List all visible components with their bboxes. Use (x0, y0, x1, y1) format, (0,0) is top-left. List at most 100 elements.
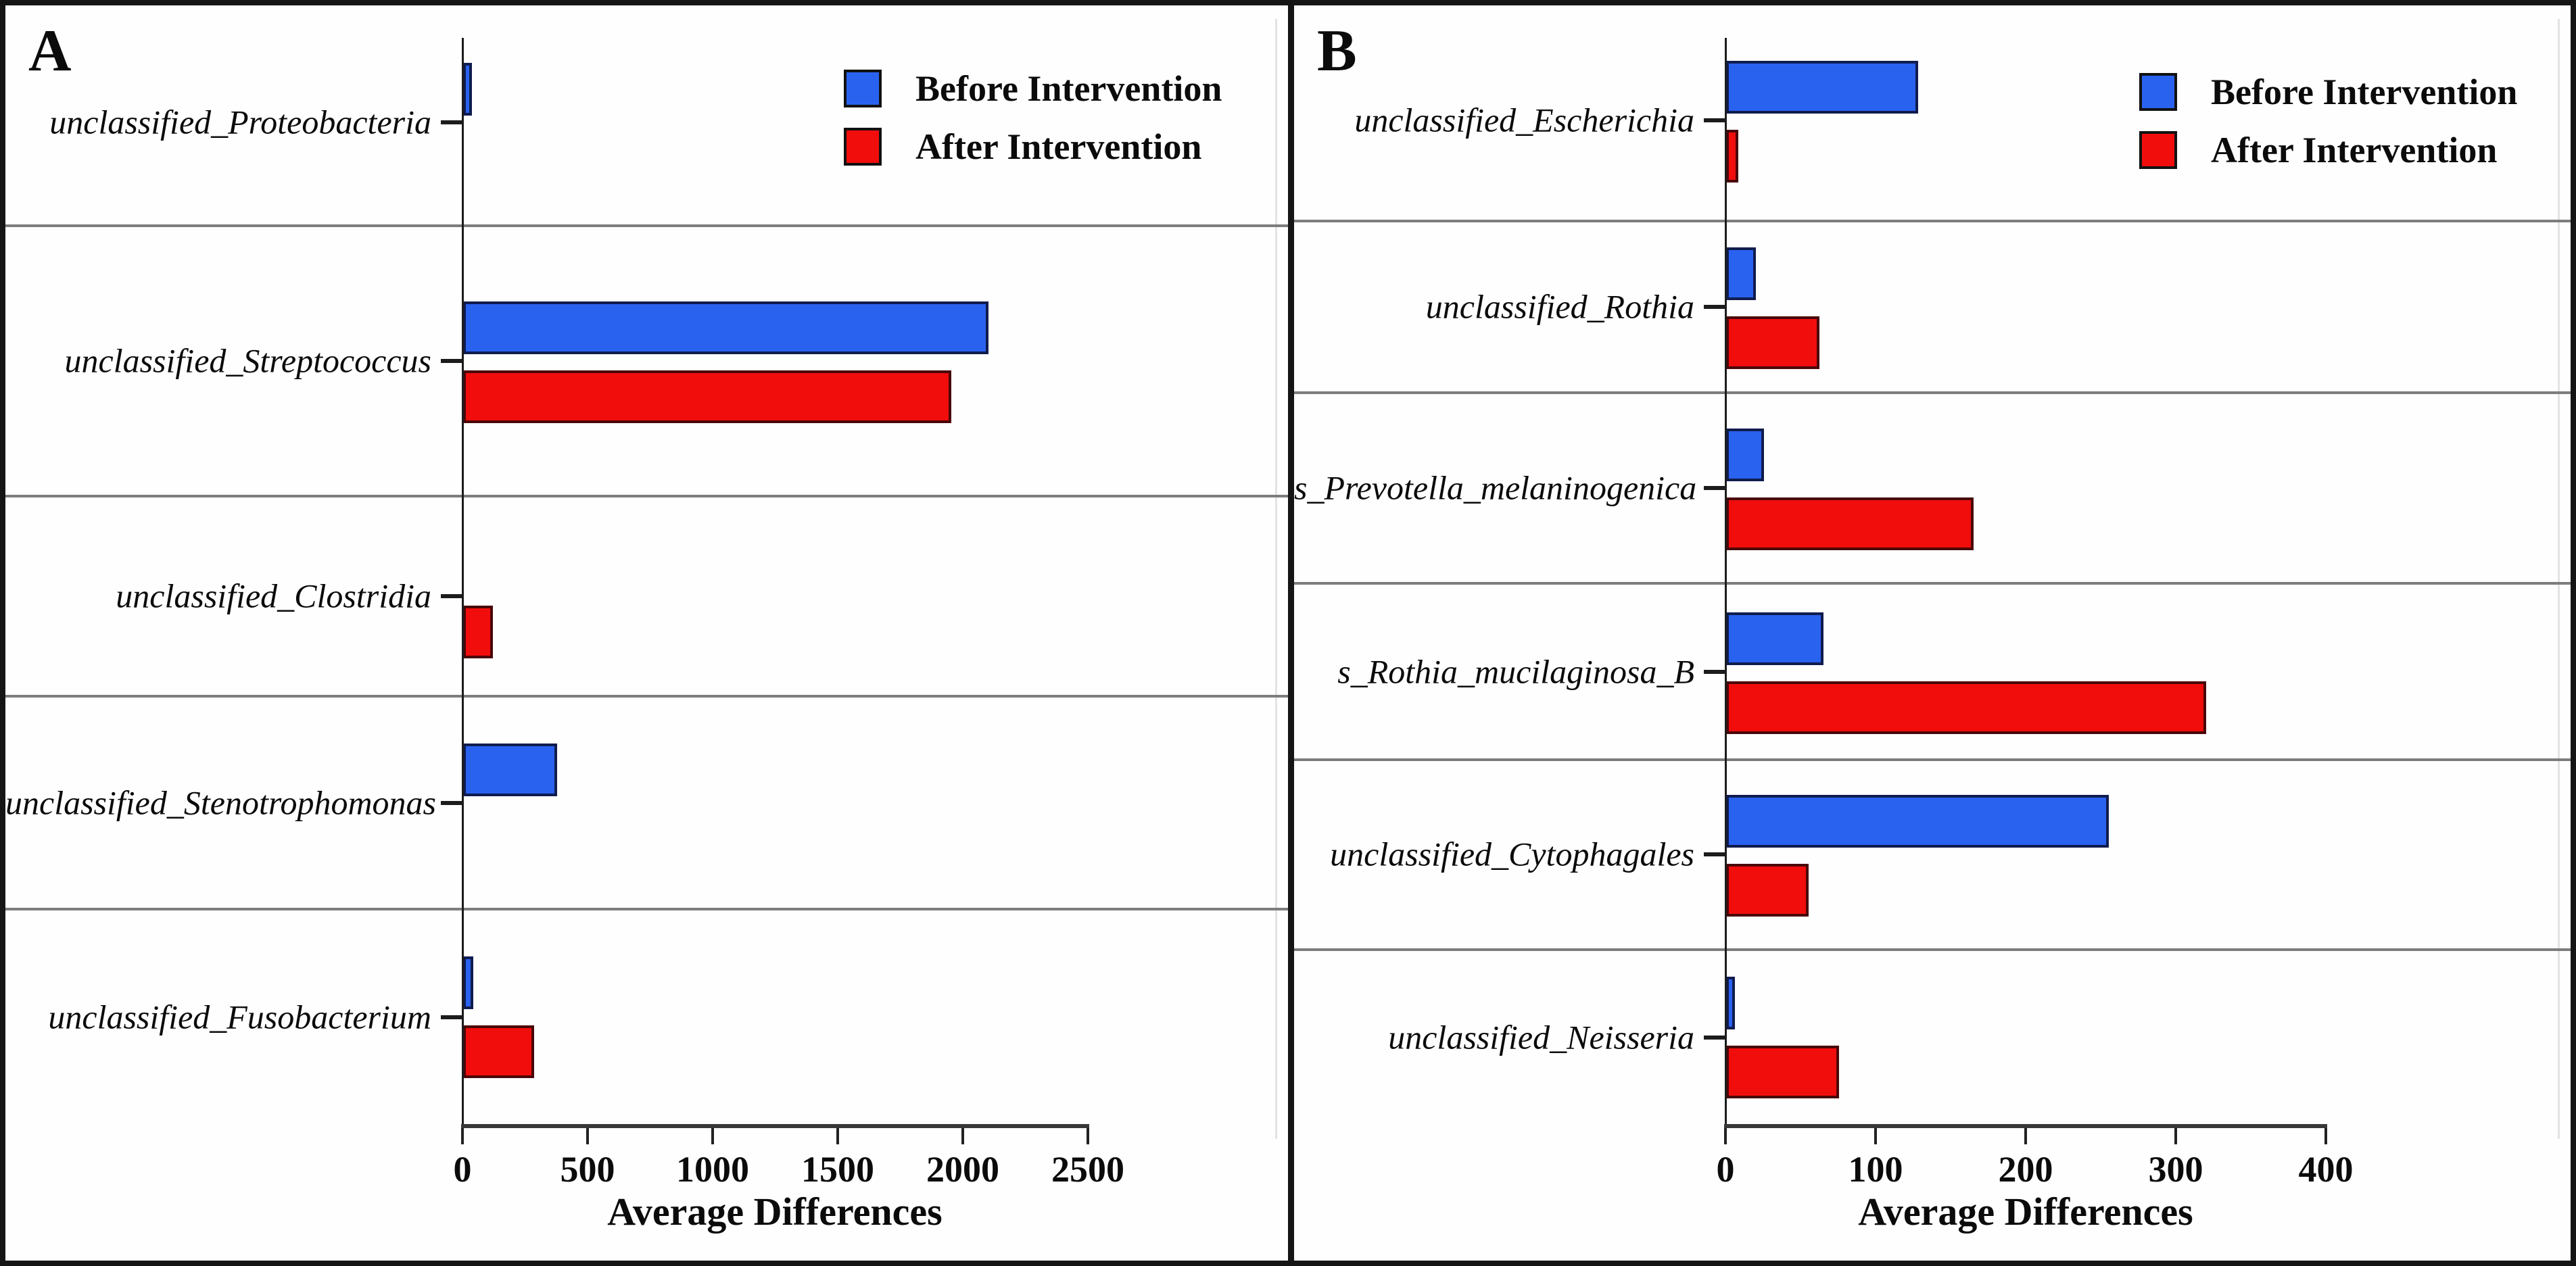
category-axis-tick (441, 594, 462, 599)
panel-divider (1288, 5, 1294, 1261)
bar-after-intervention (1726, 681, 2207, 734)
bar-after-intervention (463, 1025, 535, 1079)
x-axis-tick (586, 1128, 589, 1144)
panel-b: B unclassified_Escherichia unclassified_R… (1294, 5, 2571, 1261)
legend-swatch-before-icon (844, 70, 882, 107)
bar-before-intervention (1726, 976, 1736, 1029)
x-axis-tick (2324, 1128, 2327, 1144)
legend-swatch-after-icon (2139, 131, 2177, 169)
y-axis-line (1725, 38, 1727, 1124)
x-axis-tick-label: 100 (1848, 1149, 1903, 1190)
bar-after-intervention (463, 370, 951, 423)
x-axis-tick-label: 1000 (676, 1149, 749, 1190)
x-axis-line (461, 1124, 1089, 1128)
panel-b-legend: Before Intervention After Intervention (2139, 73, 2517, 169)
category-row: unclassified_Streptococcus (5, 227, 1288, 498)
bar-before-intervention (463, 743, 557, 796)
category-label: s_Rothia_mucilaginosa_B (1337, 652, 1694, 690)
panel-a-legend: Before Intervention After Intervention (844, 70, 1222, 166)
category-row: unclassified_Fusobacterium (5, 910, 1288, 1124)
bar-before-intervention (463, 956, 473, 1010)
panel-a-label: A (28, 18, 72, 84)
x-axis-tick (961, 1128, 964, 1144)
bar-after-intervention (1726, 316, 1819, 370)
x-axis-tick (1087, 1128, 1089, 1144)
category-axis-tick (441, 120, 462, 124)
x-axis-tick-label: 500 (560, 1149, 615, 1190)
category-label: unclassified_Rothia (1425, 287, 1694, 326)
bar-after-intervention (1726, 1045, 1839, 1098)
category-label: unclassified_Cytophagales (1330, 835, 1694, 873)
category-row: s_Prevotella_melaninogenica (1294, 394, 2571, 585)
legend-entry-before: Before Intervention (844, 70, 1222, 107)
x-axis-tick (2174, 1128, 2177, 1144)
legend-entry-after: After Intervention (2139, 131, 2517, 169)
x-axis-tick (461, 1128, 464, 1144)
category-axis-tick (1704, 852, 1725, 857)
x-axis-tick-label: 0 (1716, 1149, 1735, 1190)
x-axis-tick (2024, 1128, 2027, 1144)
y-axis-line (462, 38, 464, 1124)
category-row: unclassified_Neisseria (1294, 951, 2571, 1124)
category-label: unclassified_Neisseria (1388, 1018, 1694, 1056)
x-axis-tick (1874, 1128, 1877, 1144)
x-axis-tick (711, 1128, 714, 1144)
bar-before-intervention (1726, 429, 1764, 482)
panel-a: A unclassified_Proteobacteria unclassifie… (5, 5, 1288, 1261)
x-axis-tick-label: 300 (2148, 1149, 2203, 1190)
category-label: unclassified_Streptococcus (64, 341, 431, 380)
category-axis-tick (1704, 305, 1725, 310)
category-row: unclassified_Clostridia (5, 497, 1288, 698)
bar-after-intervention (1726, 497, 1974, 551)
bar-before-intervention (463, 62, 472, 116)
category-axis-tick (1704, 118, 1725, 122)
bar-before-intervention (1726, 60, 1919, 114)
bar-after-intervention (463, 606, 494, 659)
category-label: unclassified_Stenotrophomonas (5, 783, 437, 821)
panel-b-label: B (1317, 18, 1357, 84)
bar-after-intervention (1726, 864, 1809, 917)
x-axis-tick-label: 1500 (801, 1149, 874, 1190)
bar-before-intervention (1726, 795, 2109, 848)
category-label: unclassified_Clostridia (116, 577, 431, 615)
category-row: unclassified_Escherichia (1294, 20, 2571, 223)
legend-label-after: After Intervention (2211, 130, 2498, 170)
category-axis-tick (441, 358, 462, 363)
legend-label-before: Before Intervention (915, 68, 1222, 109)
panel-a-x-axis-title: Average Differences (607, 1190, 943, 1234)
category-label: unclassified_Proteobacteria (49, 103, 431, 141)
legend-swatch-before-icon (2139, 73, 2177, 111)
legend-swatch-after-icon (844, 128, 882, 166)
category-axis-tick (441, 800, 462, 805)
panel-b-plot-area: unclassified_Escherichia unclassified_Rot… (1294, 20, 2571, 1124)
x-axis-tick-label: 400 (2298, 1149, 2354, 1190)
x-axis-tick-label: 2500 (1051, 1149, 1124, 1190)
category-label: s_Prevotella_melaninogenica (1294, 468, 1697, 507)
bar-before-intervention (463, 301, 988, 354)
category-row: unclassified_Rothia (1294, 222, 2571, 395)
panel-b-x-axis-title: Average Differences (1858, 1190, 2193, 1234)
category-row: unclassified_Cytophagales (1294, 761, 2571, 951)
category-axis-tick (441, 1015, 462, 1020)
x-axis-tick-label: 200 (1998, 1149, 2053, 1190)
panel-b-right-frame-line (2558, 19, 2560, 1139)
x-axis-tick-label: 0 (453, 1149, 472, 1190)
legend-label-before: Before Intervention (2211, 72, 2518, 112)
legend-label-after: After Intervention (915, 126, 1202, 167)
category-label: unclassified_Fusobacterium (48, 998, 431, 1036)
category-axis-tick (1704, 486, 1725, 491)
x-axis-line (1724, 1124, 2327, 1128)
bar-before-intervention (1726, 612, 1824, 665)
category-row: s_Rothia_mucilaginosa_B (1294, 585, 2571, 761)
bar-before-intervention (1726, 247, 1757, 301)
x-axis-tick (1724, 1128, 1727, 1144)
x-axis-tick-label: 2000 (926, 1149, 999, 1190)
panel-a-right-frame-line (1275, 19, 1277, 1139)
category-axis-tick (1704, 1035, 1725, 1040)
legend-entry-after: After Intervention (844, 128, 1222, 166)
x-axis-tick (836, 1128, 839, 1144)
category-label: unclassified_Escherichia (1354, 100, 1694, 139)
category-row: unclassified_Proteobacteria (5, 20, 1288, 227)
category-axis-tick (1704, 669, 1725, 674)
